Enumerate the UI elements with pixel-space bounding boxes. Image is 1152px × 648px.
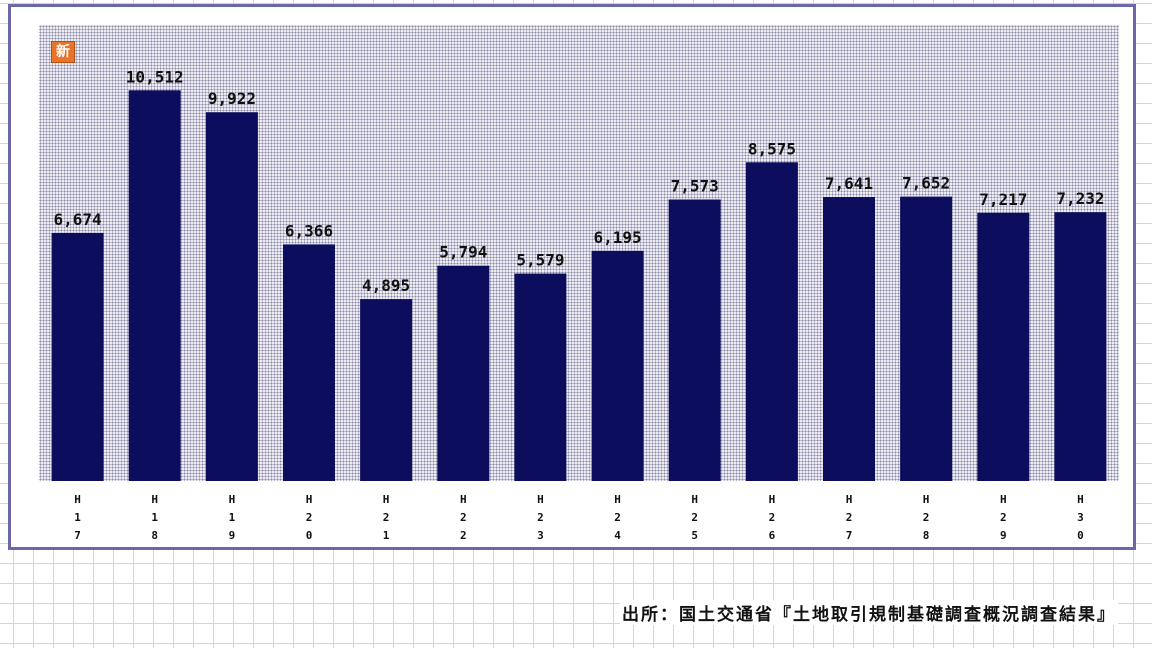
tick-label-H22-1: 2: [460, 511, 467, 524]
tick-label-H18-1: 1: [151, 511, 158, 524]
tick-label-H28-0: H: [923, 493, 930, 506]
data-label-H23: 5,579: [516, 251, 564, 270]
bar-H26: [745, 162, 798, 482]
tick-label-H17-0: H: [74, 493, 81, 506]
tick-label-H27-1: 2: [846, 511, 853, 524]
tick-label-H30-1: 3: [1077, 511, 1084, 524]
bar-H20: [283, 244, 335, 481]
tick-label-H27-2: 7: [846, 529, 853, 542]
new-badge-icon: 新: [51, 41, 75, 63]
tick-label-H23-1: 2: [537, 511, 544, 524]
tick-label-H20-1: 2: [306, 511, 313, 524]
data-label-H21: 4,895: [362, 276, 410, 295]
bar-H19: [205, 112, 258, 481]
tick-label-H22-0: H: [460, 493, 467, 506]
data-label-H22: 5,794: [439, 243, 487, 262]
bar-H17: [51, 232, 104, 481]
tick-label-H23-2: 3: [537, 529, 544, 542]
tick-label-H26-2: 6: [769, 529, 776, 542]
tick-label-H19-1: 1: [229, 511, 236, 524]
tick-label-H19-2: 9: [229, 529, 236, 542]
bar-H30: [1054, 212, 1107, 481]
data-label-H29: 7,217: [979, 190, 1027, 209]
bar-H24: [591, 250, 644, 481]
data-label-H18: 10,512: [126, 67, 184, 86]
data-label-H30: 7,232: [1056, 189, 1104, 208]
tick-label-H27-0: H: [846, 493, 853, 506]
tick-label-H17-2: 7: [74, 529, 81, 542]
tick-label-H29-1: 2: [1000, 511, 1007, 524]
tick-label-H26-1: 2: [769, 511, 776, 524]
source-note: 出所：国土交通省『土地取引規制基礎調査概況調査結果』: [620, 600, 1118, 625]
data-label-H17: 6,674: [54, 210, 102, 229]
data-label-H19: 9,922: [208, 89, 256, 108]
tick-label-H28-2: 8: [923, 529, 930, 542]
tick-label-H25-0: H: [691, 493, 698, 506]
data-label-H20: 6,366: [285, 221, 333, 240]
bar-H27: [823, 197, 875, 481]
tick-label-H18-2: 8: [151, 529, 158, 542]
tick-label-H29-2: 9: [1000, 529, 1007, 542]
tick-label-H30-2: 0: [1077, 529, 1084, 542]
tick-label-H25-2: 5: [691, 529, 698, 542]
tick-label-H24-0: H: [614, 493, 621, 506]
bar-chart: 6,674 H 1 7 10,512 H 1 8 9,922 H 1 9 6,366 H 2 0 4,895 H 2…: [51, 67, 1107, 542]
tick-label-H20-2: 0: [306, 529, 313, 542]
bar-H21: [360, 299, 413, 481]
bar-H23: [514, 273, 567, 481]
bar-H29: [977, 212, 1030, 482]
data-label-H24: 6,195: [594, 228, 642, 247]
tick-label-H28-1: 2: [923, 511, 930, 524]
tick-label-H19-0: H: [229, 493, 236, 506]
tick-label-H20-0: H: [306, 493, 313, 506]
bar-H18: [128, 90, 181, 482]
tick-label-H24-2: 4: [614, 529, 621, 542]
tick-label-H25-1: 2: [691, 511, 698, 524]
data-label-H25: 7,573: [671, 177, 719, 196]
tick-label-H21-1: 2: [383, 511, 390, 524]
tick-label-H17-1: 1: [74, 511, 81, 524]
tick-label-H29-0: H: [1000, 493, 1007, 506]
chart-frame[interactable]: 6,674 H 1 7 10,512 H 1 8 9,922 H 1 9 6,366 H 2 0 4,895 H 2…: [8, 4, 1136, 550]
data-label-H26: 8,575: [748, 139, 796, 158]
bar-H22: [437, 265, 490, 481]
bar-H25: [668, 199, 721, 481]
data-label-H28: 7,652: [902, 174, 950, 193]
tick-label-H23-0: H: [537, 493, 544, 506]
tick-label-H21-2: 1: [383, 529, 390, 542]
tick-label-H26-0: H: [769, 493, 776, 506]
tick-label-H30-0: H: [1077, 493, 1084, 506]
tick-label-H22-2: 2: [460, 529, 467, 542]
data-label-H27: 7,641: [825, 174, 873, 193]
tick-label-H24-1: 2: [614, 511, 621, 524]
tick-label-H21-0: H: [383, 493, 390, 506]
tick-label-H18-0: H: [151, 493, 158, 506]
bar-H28: [900, 196, 953, 481]
